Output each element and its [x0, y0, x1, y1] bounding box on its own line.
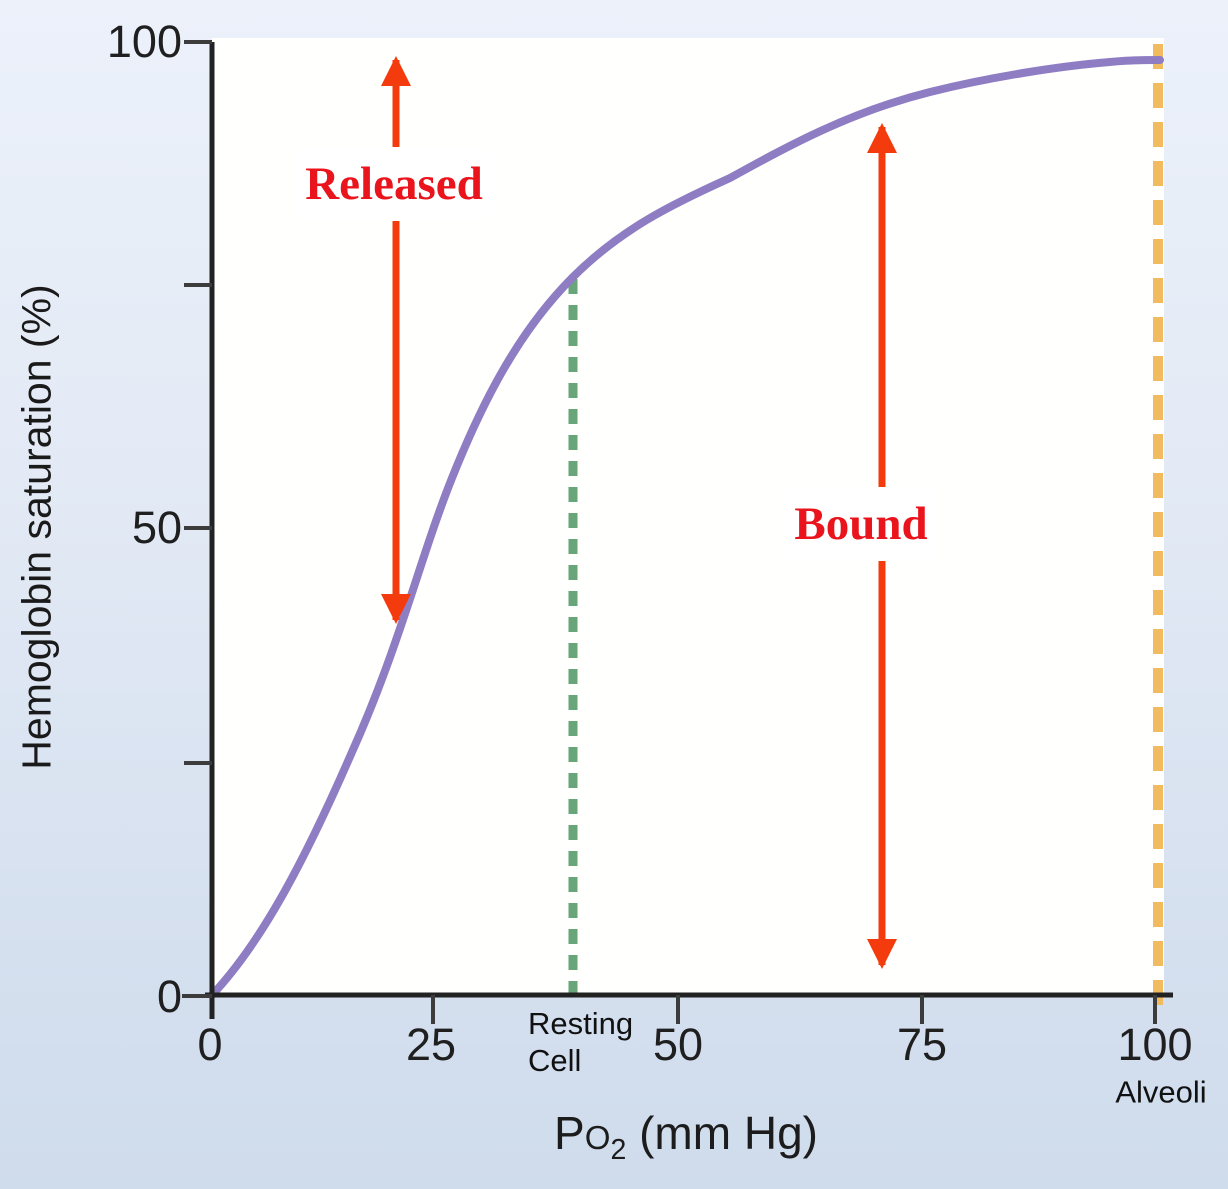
x-axis-title-units: (mm Hg)	[626, 1107, 818, 1159]
y-tick-label-0: 0	[156, 971, 182, 1022]
x-axis-title-o: O	[584, 1120, 611, 1157]
resting-cell-label-line1: Resting	[528, 1006, 634, 1041]
y-tick-label-100: 100	[106, 16, 182, 67]
x-tick-label-100: 100	[1117, 1019, 1193, 1070]
x-tick-label-50: 50	[652, 1019, 704, 1070]
x-tick-label-0: 0	[197, 1019, 223, 1070]
alveoli-label: Alveoli	[1115, 1074, 1207, 1110]
released-label: Released	[297, 147, 491, 221]
x-axis-title-sub2: 2	[610, 1134, 627, 1167]
x-axis-title-p: P	[554, 1107, 585, 1159]
x-tick-label-75: 75	[896, 1019, 948, 1070]
x-tick-label-25: 25	[405, 1019, 457, 1070]
bound-label: Bound	[786, 487, 936, 561]
x-axis-title: PO2 (mm Hg)	[554, 1106, 818, 1164]
resting-cell-label: Resting Cell	[528, 1005, 633, 1079]
resting-cell-label-line2: Cell	[528, 1043, 582, 1078]
y-axis-title: Hemoglobin saturation (%)	[13, 284, 60, 770]
saturation-curve	[208, 56, 1164, 999]
y-tick-label-50: 50	[131, 502, 182, 553]
y-axis-ticks	[182, 40, 212, 998]
x-axis-ticks	[431, 995, 1157, 1024]
